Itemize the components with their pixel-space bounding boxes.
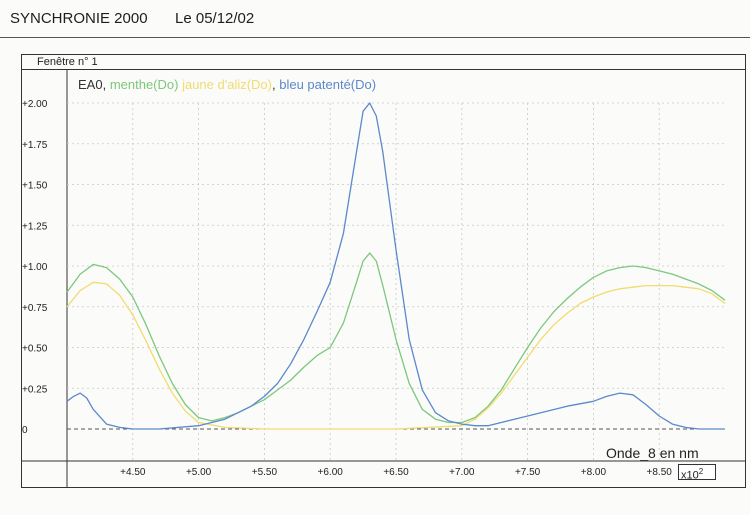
- legend-separator: ,: [102, 77, 110, 92]
- y-tick-label: +0.50: [22, 344, 48, 355]
- legend-bleu: bleu patenté(Do): [279, 77, 377, 92]
- x-tick-label: +7.00: [449, 467, 475, 478]
- y-tick-label: +1.75: [22, 140, 48, 151]
- y-tick-label: +2.00: [22, 99, 48, 110]
- x-multiplier-base: x10: [681, 469, 699, 482]
- series-line-bleu: [66, 102, 725, 430]
- y-tick-label: 0: [22, 425, 28, 436]
- legend-menthe: menthe(Do): [109, 77, 179, 92]
- y-tick-label: +1.50: [22, 181, 48, 192]
- graph-window[interactable]: [21, 54, 746, 488]
- legend-ea0: EA0: [78, 77, 103, 92]
- y-tick-label: +1.25: [22, 221, 48, 232]
- y-tick-label: +0.25: [22, 384, 48, 395]
- window-title: Fenêtre n° 1: [37, 56, 98, 68]
- legend-separator: ,: [272, 77, 280, 92]
- series-line-menthe: [66, 252, 726, 424]
- legend-jaune: jaune d'aliz(Do): [182, 77, 272, 92]
- series-line-jaune: [66, 281, 726, 430]
- x-tick-label: +4.50: [120, 467, 146, 478]
- chart-legend: EA0, menthe(Do) jaune d'aliz(Do), bleu p…: [78, 77, 376, 92]
- x-tick-label: +6.50: [383, 467, 409, 478]
- x-tick-label: +6.00: [318, 467, 344, 478]
- x-multiplier-exponent: 2: [698, 467, 704, 476]
- window-title-separator: [21, 69, 746, 70]
- x-tick-label: +5.50: [252, 467, 278, 478]
- x-tick-label: +8.00: [581, 467, 607, 478]
- x-multiplier-box: x102: [678, 464, 716, 482]
- x-tick-label: +7.50: [515, 467, 541, 478]
- y-tick-label: +1.00: [22, 262, 48, 273]
- header-rule: [0, 37, 750, 38]
- x-tick-label: +5.00: [186, 467, 212, 478]
- date-label: Le 05/12/02: [175, 10, 255, 27]
- x-axis-name: Onde_8 en nm: [606, 445, 699, 461]
- x-tick-label: +8.50: [647, 467, 673, 478]
- app-title: SYNCHRONIE 2000: [10, 10, 148, 27]
- y-tick-label: +0.75: [22, 303, 48, 314]
